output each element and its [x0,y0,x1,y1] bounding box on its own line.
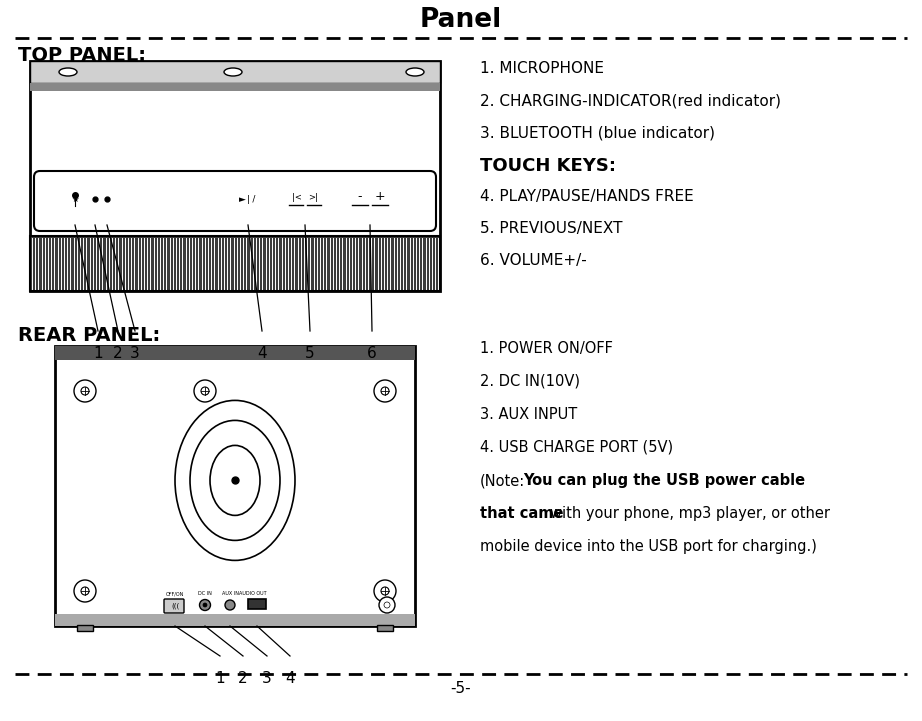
Text: 4: 4 [285,671,295,686]
Ellipse shape [224,68,242,76]
Bar [55,614,415,626]
Text: ►❘/: ►❘/ [240,195,256,203]
Circle shape [225,600,235,610]
Text: 5: 5 [305,346,314,361]
Text: 4. USB CHARGE PORT (5V): 4. USB CHARGE PORT (5V) [480,440,673,455]
Bar [55,346,415,626]
Text: 2. CHARGING-INDICATOR(red indicator): 2. CHARGING-INDICATOR(red indicator) [480,93,781,108]
Text: 3: 3 [130,346,140,361]
Text: -5-: -5- [451,681,471,696]
Bar [30,61,440,83]
Text: |<: |< [292,193,301,201]
Text: AUDIO OUT: AUDIO OUT [239,591,266,596]
Circle shape [384,602,390,608]
Text: REAR PANEL:: REAR PANEL: [18,326,160,345]
Text: DC IN: DC IN [198,591,212,596]
Text: 1. POWER ON/OFF: 1. POWER ON/OFF [480,341,613,356]
Circle shape [74,380,96,402]
Text: >|: >| [308,193,318,201]
Ellipse shape [59,68,77,76]
Text: AUX IN: AUX IN [221,591,239,596]
Bar [377,625,393,631]
Text: mobile device into the USB port for charging.): mobile device into the USB port for char… [480,539,817,554]
Circle shape [201,387,209,395]
Text: (Note:: (Note: [480,473,526,488]
Text: with your phone, mp3 player, or other: with your phone, mp3 player, or other [550,506,830,521]
Text: Panel: Panel [420,7,502,33]
Bar [30,236,440,291]
Text: 6. VOLUME+/-: 6. VOLUME+/- [480,253,586,268]
Text: 1: 1 [215,671,225,686]
Circle shape [379,597,395,613]
FancyBboxPatch shape [34,171,436,231]
Circle shape [74,580,96,602]
Circle shape [381,387,389,395]
Circle shape [81,587,89,595]
Text: 3. BLUETOOTH (blue indicator): 3. BLUETOOTH (blue indicator) [480,125,715,140]
Text: TOUCH KEYS:: TOUCH KEYS: [480,157,616,175]
Text: 4. PLAY/PAUSE/HANDS FREE: 4. PLAY/PAUSE/HANDS FREE [480,189,693,204]
Text: You can plug the USB power cable: You can plug the USB power cable [523,473,805,488]
Bar [55,346,415,360]
Text: -: - [358,190,362,203]
Text: +: + [374,190,385,203]
Bar [77,625,93,631]
Circle shape [203,603,207,607]
Text: TOP PANEL:: TOP PANEL: [18,46,146,65]
Bar [248,599,266,609]
Ellipse shape [406,68,424,76]
Text: 1. MICROPHONE: 1. MICROPHONE [480,61,604,76]
Text: 2: 2 [113,346,123,361]
Circle shape [381,587,389,595]
Circle shape [81,387,89,395]
Circle shape [199,599,210,611]
Text: ★: ★ [71,195,78,203]
Bar [30,61,440,291]
Bar [30,83,440,91]
Text: 5. PREVIOUS/NEXT: 5. PREVIOUS/NEXT [480,221,622,236]
Circle shape [374,380,396,402]
Text: OFF/ON: OFF/ON [166,591,184,596]
Text: that came: that came [480,506,569,521]
Text: (((: ((( [171,603,179,609]
Text: 3. AUX INPUT: 3. AUX INPUT [480,407,577,422]
Circle shape [374,580,396,602]
Text: 1: 1 [93,346,103,361]
FancyBboxPatch shape [164,599,184,613]
Text: 2. DC IN(10V): 2. DC IN(10V) [480,374,580,389]
Circle shape [194,380,216,402]
Text: 4: 4 [257,346,266,361]
Text: 3: 3 [262,671,272,686]
Text: 2: 2 [238,671,248,686]
Text: 6: 6 [367,346,377,361]
